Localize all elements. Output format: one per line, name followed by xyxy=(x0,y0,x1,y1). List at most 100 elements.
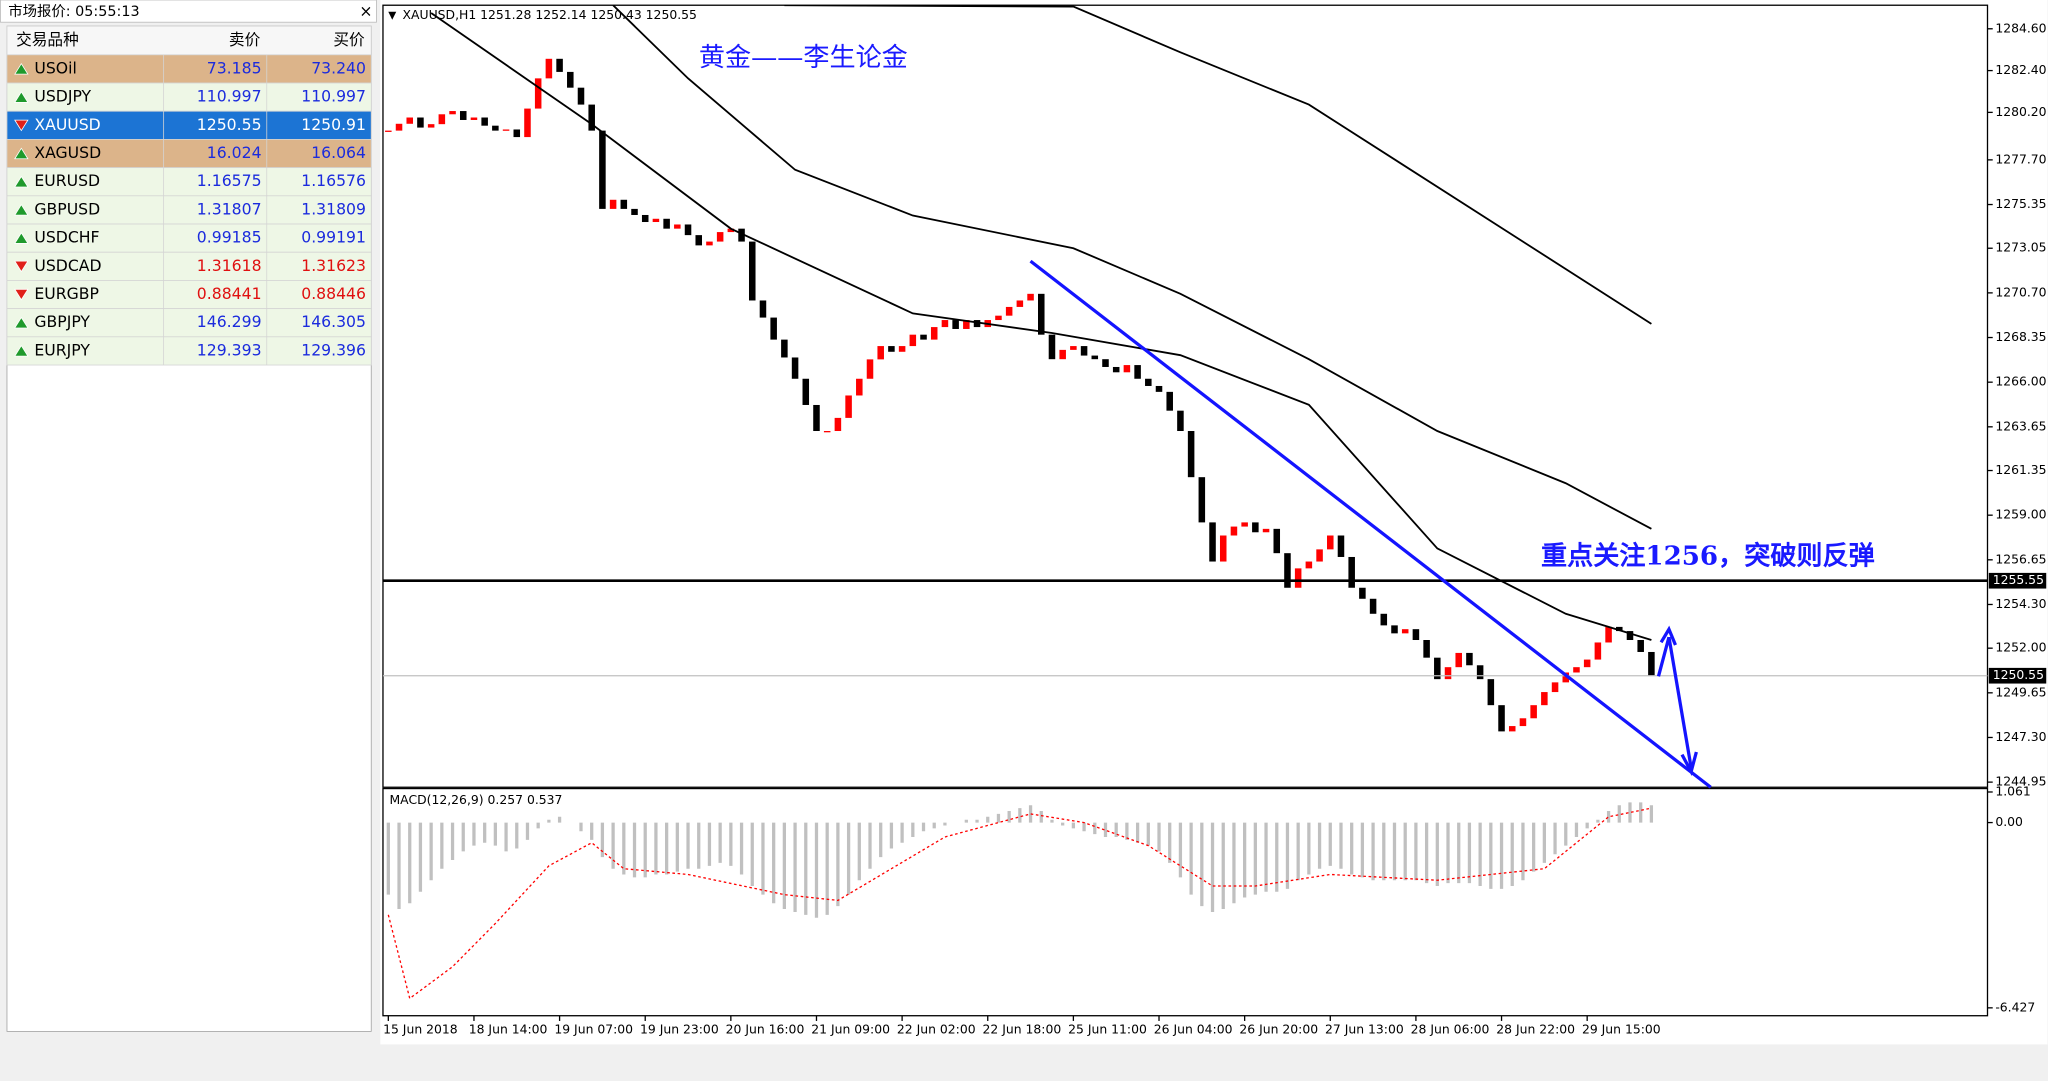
x-tick-label: 28 Jun 06:00 xyxy=(1411,1022,1490,1037)
ask: 0.88446 xyxy=(301,284,366,303)
candle xyxy=(877,346,884,360)
candle xyxy=(1230,526,1238,536)
quote-row[interactable]: USDCAD 1.31618 1.31623 xyxy=(6,251,372,281)
price-label: 1250.55 xyxy=(1993,667,2044,682)
candle xyxy=(1573,667,1580,673)
candle xyxy=(1048,334,1056,360)
candle xyxy=(1637,640,1644,652)
candle xyxy=(888,346,895,352)
quote-row[interactable]: XAUUSD 1250.55 1250.91 xyxy=(6,110,372,140)
candle xyxy=(1423,640,1430,658)
trend-icon xyxy=(14,344,29,357)
quote-row[interactable]: USDCHF 0.99185 0.99191 xyxy=(6,223,372,253)
quote-row[interactable]: EURUSD 1.16575 1.16576 xyxy=(6,167,372,197)
y-tick-label: 1254.30 xyxy=(1995,596,2046,611)
candle xyxy=(1273,528,1281,554)
trend-icon xyxy=(14,175,29,188)
x-tick-label: 20 Jun 16:00 xyxy=(726,1022,805,1037)
candle xyxy=(1145,378,1152,386)
ask: 1250.91 xyxy=(301,115,366,134)
candle xyxy=(1519,718,1527,727)
ask: 16.064 xyxy=(311,143,366,162)
candle xyxy=(856,378,863,396)
symbol: USDCHF xyxy=(34,228,99,247)
quote-row[interactable]: XAGUSD 16.024 16.064 xyxy=(6,139,372,169)
macd-signal xyxy=(387,807,1652,1000)
candle xyxy=(417,117,424,128)
moving-average xyxy=(612,5,1652,530)
candle xyxy=(1187,431,1195,478)
candle xyxy=(1091,355,1099,360)
macd-pane xyxy=(382,787,1989,1017)
candle xyxy=(459,111,467,120)
quote-row[interactable]: GBPJPY 146.299 146.305 xyxy=(6,308,372,338)
candle xyxy=(1112,366,1120,373)
column-header[interactable]: 交易品种 xyxy=(16,30,79,49)
trend-icon xyxy=(14,91,29,103)
candle xyxy=(1412,629,1420,641)
quote-row[interactable]: EURGBP 0.88441 0.88446 xyxy=(6,280,372,310)
moving-average xyxy=(784,5,1652,325)
quote-row[interactable]: EURJPY 129.393 129.396 xyxy=(6,336,372,366)
trend-drawing xyxy=(1029,259,1712,789)
annotation: 重点关注1256，突破则反弹 xyxy=(1541,540,1875,571)
annotation: 黄金——李生论金 xyxy=(699,43,908,73)
ask: 146.305 xyxy=(301,312,366,331)
x-tick-label: 28 Jun 22:00 xyxy=(1496,1022,1575,1037)
trend-icon xyxy=(14,119,29,132)
x-tick-label: 26 Jun 04:00 xyxy=(1154,1022,1233,1037)
candle xyxy=(1369,598,1377,614)
x-tick-label: 22 Jun 18:00 xyxy=(983,1022,1062,1037)
column-header[interactable]: 买价 xyxy=(333,30,365,49)
bid: 73.185 xyxy=(207,58,262,77)
y-tick-label: 1280.20 xyxy=(1995,104,2046,119)
candle xyxy=(963,320,970,329)
quote-row[interactable]: USOil 73.185 73.240 xyxy=(6,54,372,84)
close-button[interactable]: × xyxy=(359,1,372,20)
candle xyxy=(1530,705,1537,719)
y-tick-label: 0.00 xyxy=(1995,814,2023,829)
candle xyxy=(567,71,574,88)
bid: 146.299 xyxy=(197,312,262,331)
bid: 0.99185 xyxy=(197,228,262,247)
candle xyxy=(781,339,788,358)
ask: 1.31809 xyxy=(301,199,366,218)
candle xyxy=(1508,726,1516,732)
symbol: EURGBP xyxy=(34,284,99,303)
candle xyxy=(620,199,628,209)
row-background xyxy=(6,223,372,253)
chart-menu-icon[interactable]: ▼ xyxy=(388,10,396,22)
candle xyxy=(952,320,959,329)
candle xyxy=(1562,672,1570,683)
candle xyxy=(1080,346,1088,356)
symbol: USDCAD xyxy=(34,256,101,275)
candle xyxy=(1016,300,1024,307)
y-tick-label: 1259.00 xyxy=(1995,507,2046,522)
candle xyxy=(1219,535,1227,562)
candle xyxy=(706,241,713,246)
candle xyxy=(1455,652,1462,668)
left-tab-bar xyxy=(0,1034,377,1081)
candle xyxy=(813,404,820,432)
candle xyxy=(1541,692,1548,706)
candle xyxy=(1594,642,1602,660)
y-tick-label: 1270.70 xyxy=(1995,284,2046,299)
candle xyxy=(909,334,917,347)
candle xyxy=(534,78,542,109)
candle xyxy=(1123,365,1131,373)
candle xyxy=(727,228,735,233)
quote-row[interactable]: GBPUSD 1.31807 1.31809 xyxy=(6,195,372,225)
y-tick-label: 1263.65 xyxy=(1995,418,2046,433)
symbol: EURJPY xyxy=(34,340,90,359)
y-tick-label: 1273.05 xyxy=(1995,240,2046,255)
symbol: XAGUSD xyxy=(34,143,101,162)
candle xyxy=(1134,365,1141,379)
candle xyxy=(1005,306,1013,316)
ask: 73.240 xyxy=(311,58,366,77)
candle xyxy=(1262,528,1270,533)
quote-row[interactable]: USDJPY 110.997 110.997 xyxy=(6,82,372,112)
candle xyxy=(834,417,842,432)
ask: 1.31623 xyxy=(301,256,366,275)
column-header[interactable]: 卖价 xyxy=(229,30,261,49)
